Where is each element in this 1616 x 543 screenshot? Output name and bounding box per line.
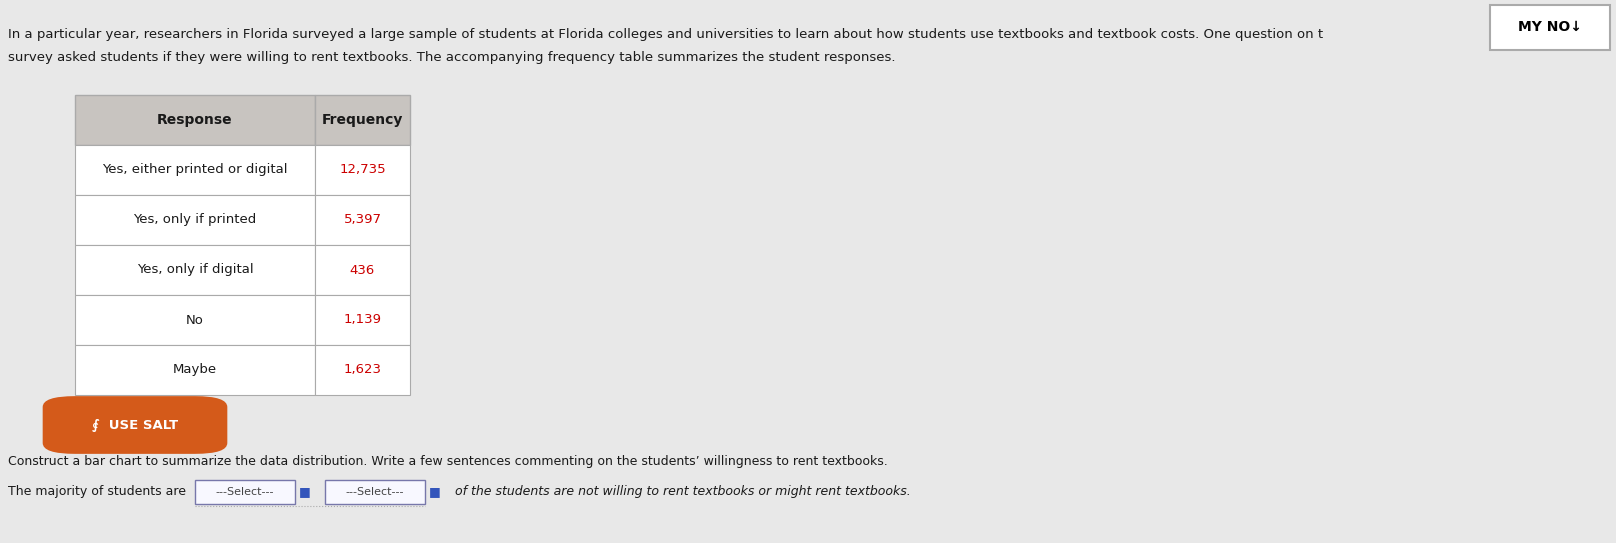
Bar xyxy=(196,480,296,504)
Text: No: No xyxy=(186,313,204,326)
Bar xyxy=(315,345,410,395)
Text: survey asked students if they were willing to rent textbooks. The accompanying f: survey asked students if they were willi… xyxy=(8,52,895,65)
Bar xyxy=(315,295,410,345)
Bar xyxy=(325,480,425,504)
Text: ■: ■ xyxy=(299,485,310,498)
Bar xyxy=(1490,5,1610,50)
Text: 5,397: 5,397 xyxy=(344,213,381,226)
Bar xyxy=(74,195,315,245)
Bar xyxy=(74,295,315,345)
Text: ---Select---: ---Select--- xyxy=(217,487,275,497)
Text: Construct a bar chart to summarize the data distribution. Write a few sentences : Construct a bar chart to summarize the d… xyxy=(8,456,887,469)
Text: Response: Response xyxy=(157,113,233,127)
Bar xyxy=(74,345,315,395)
Text: MY NO↓: MY NO↓ xyxy=(1517,20,1582,34)
Text: Frequency: Frequency xyxy=(322,113,402,127)
Bar xyxy=(315,95,410,145)
Text: of the students are not willing to rent textbooks or might rent textbooks.: of the students are not willing to rent … xyxy=(456,485,911,498)
Text: The majority of students are: The majority of students are xyxy=(8,485,186,498)
Text: Yes, only if digital: Yes, only if digital xyxy=(137,263,254,276)
Bar xyxy=(74,245,315,295)
Text: 12,735: 12,735 xyxy=(339,163,386,176)
Bar xyxy=(315,145,410,195)
Bar xyxy=(74,95,315,145)
Text: ---Select---: ---Select--- xyxy=(346,487,404,497)
Bar xyxy=(74,145,315,195)
Text: ⨐  USE SALT: ⨐ USE SALT xyxy=(92,419,178,432)
Text: 1,623: 1,623 xyxy=(344,363,381,376)
Text: 1,139: 1,139 xyxy=(344,313,381,326)
Text: Yes, either printed or digital: Yes, either printed or digital xyxy=(102,163,288,176)
Text: Maybe: Maybe xyxy=(173,363,217,376)
FancyBboxPatch shape xyxy=(42,396,228,454)
Text: In a particular year, researchers in Florida surveyed a large sample of students: In a particular year, researchers in Flo… xyxy=(8,28,1324,41)
Bar xyxy=(315,245,410,295)
Text: ■: ■ xyxy=(430,485,441,498)
Bar xyxy=(315,195,410,245)
Text: 436: 436 xyxy=(351,263,375,276)
Text: Yes, only if printed: Yes, only if printed xyxy=(134,213,257,226)
